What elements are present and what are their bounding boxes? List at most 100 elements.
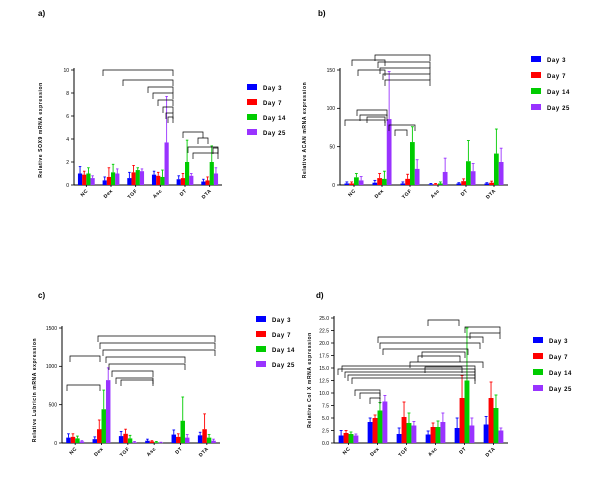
y-tick-label: 500 (49, 402, 58, 408)
chart-panel-3: c) Relative Lubricin mRNA expression 0 500 1… (32, 291, 295, 459)
bar (151, 174, 157, 185)
significance-bracket (69, 355, 101, 362)
legend-entry: Day 25 (549, 387, 572, 393)
significance-bracket (382, 73, 431, 80)
bar (411, 425, 417, 443)
bar (435, 427, 441, 443)
panel-label: c) (38, 291, 45, 300)
legend-entry: Day 25 (547, 106, 570, 112)
significance-bracket (377, 336, 484, 343)
bar (115, 173, 120, 185)
significance-bracket (165, 112, 174, 119)
y-tick-label: 4 (66, 137, 69, 143)
bar (201, 181, 206, 185)
bar (185, 162, 190, 185)
bar (494, 153, 499, 185)
bar (213, 173, 219, 185)
bar (382, 401, 388, 443)
significance-bracket (374, 54, 431, 61)
legend-swatch (531, 56, 541, 62)
significance-bracket (97, 335, 216, 342)
bar (358, 180, 364, 185)
bar (149, 441, 155, 443)
chart-panel-4: d) Relative Col X mRNA expression 0.0 2.5 5.… (307, 291, 572, 459)
significance-bracket (344, 119, 386, 126)
significance-bracket (99, 342, 216, 349)
y-tick-label: 10.0 (319, 391, 329, 397)
significance-bracket (192, 152, 219, 159)
bar (400, 183, 406, 185)
y-tick-label: 25.0 (319, 316, 329, 322)
bar (118, 436, 124, 443)
bar (469, 425, 475, 443)
bar (176, 436, 181, 443)
chart-panel-2: b) Relative ACAN mRNA expression 0 50 100 150… (302, 9, 570, 201)
bar (348, 434, 354, 443)
significance-bracket (356, 109, 388, 116)
bar (82, 174, 87, 185)
x-tick-label: Dex (374, 188, 386, 200)
significance-bracket (388, 124, 416, 131)
legend-swatch (247, 99, 257, 105)
significance-bracket (421, 351, 466, 358)
panel-label: b) (318, 9, 326, 18)
bar (127, 438, 133, 443)
y-tick-label: 10 (63, 68, 69, 74)
legend-entry: Day 7 (547, 74, 566, 80)
bar (66, 437, 71, 443)
x-tick-label: TGF (398, 446, 410, 458)
bar (184, 437, 190, 443)
legend-swatch (533, 385, 543, 391)
bar (428, 184, 434, 185)
bar (461, 181, 466, 185)
y-tick-label: 2 (66, 160, 69, 166)
bar (105, 380, 111, 443)
x-tick-label: DTA (198, 446, 210, 458)
bar (382, 178, 387, 185)
bar (189, 175, 194, 185)
y-tick-label: 2.5 (322, 428, 329, 434)
bar (377, 178, 382, 185)
bar (75, 438, 80, 443)
significance-bracket (469, 332, 501, 339)
y-tick-label: 6 (66, 114, 69, 120)
y-axis-label: Relative Lubricin mRNA expression (32, 338, 38, 442)
significance-bracket (115, 377, 154, 384)
x-tick-label: DTA (485, 188, 497, 200)
legend-entry: Day 14 (263, 116, 286, 122)
bar (86, 173, 91, 185)
bar (209, 162, 214, 185)
legend-entry: Day 3 (272, 318, 291, 324)
bar (123, 433, 128, 443)
x-tick-label: NC (342, 446, 352, 456)
bar (401, 417, 407, 443)
bar (139, 171, 145, 185)
legend-swatch (256, 346, 266, 352)
x-tick-label: DTA (201, 188, 213, 200)
bar (205, 180, 210, 185)
legend-entry: Day 3 (547, 58, 566, 64)
bar (180, 420, 185, 443)
x-tick-label: Dex (103, 188, 115, 200)
legend-entry: Day 14 (272, 348, 295, 354)
bar (206, 437, 212, 443)
bar (164, 142, 169, 185)
y-tick-label: 17.5 (319, 353, 329, 359)
bar (156, 175, 161, 185)
significance-bracket (105, 356, 186, 363)
significance-bracket (162, 106, 174, 113)
legend-entry: Day 3 (549, 339, 568, 345)
y-tick-label: 22.5 (319, 328, 329, 334)
legend-swatch (247, 129, 257, 135)
y-axis-label: Relative Col X mRNA expression (307, 332, 313, 428)
significance-bracket (379, 67, 431, 74)
bar (171, 434, 177, 443)
bar (410, 142, 415, 185)
legend-swatch (256, 316, 266, 322)
bar (372, 418, 378, 443)
x-tick-label: NC (69, 446, 79, 456)
bar (405, 178, 410, 185)
x-tick-label: TGF (127, 188, 139, 200)
bar (498, 430, 504, 443)
legend-entry: Day 3 (263, 86, 282, 92)
